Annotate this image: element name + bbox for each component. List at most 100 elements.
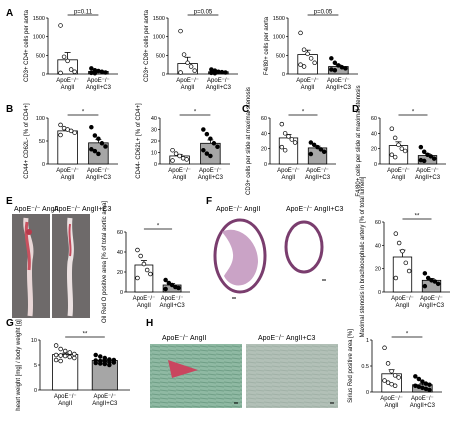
data-point-c [308,140,314,145]
data-point-b2 [177,153,182,159]
y-tick-label-a2: 1000 [153,35,165,41]
data-point-d [392,135,398,141]
y-axis-label-a3: F4/80+ cells per aorta [264,16,270,75]
data-point-c [308,151,314,157]
significance-label-c: * [302,110,305,116]
data-point-g [72,355,77,361]
panel-letter-e: E [6,196,13,207]
group-label-b1: ApoE⁻/⁻ [87,168,110,174]
y-tick-label-a3: 1500 [273,16,285,22]
y-tick-label-g: 10 [31,338,37,344]
y-tick-label-c: 60 [261,116,267,122]
y-tick-label-b2: 0 [154,162,157,168]
data-point-a1 [103,70,108,75]
data-point-b2 [173,151,179,156]
data-point-b1 [58,132,63,138]
data-point-g [93,360,98,366]
significance-label-g: ** [83,332,88,338]
panel-letter-f: F [206,196,212,207]
data-point-a3 [301,64,307,69]
data-point-d [399,146,405,151]
data-point-a3 [332,68,338,73]
chart-e: 0 20 40 60 Oil Red O positive area [% of tot… [102,201,190,323]
data-point-e [141,261,147,267]
e-image-label-angii: ApoE⁻/⁻ AngII [14,206,58,213]
data-point-g [67,354,72,360]
aorta-photo-angii [12,214,50,318]
data-point-e [144,267,150,273]
y-tick-label-e: 60 [117,230,123,236]
data-point-a3 [308,56,314,61]
data-point-g [98,354,103,359]
data-point-b1 [99,141,105,146]
data-point-g [58,358,63,364]
data-point-c [279,121,285,127]
y-tick-label-b1: 0 [42,162,45,168]
y-tick-label-a2: 0 [162,72,165,78]
data-point-b2 [215,144,220,150]
data-point-a3 [329,67,334,72]
data-point-b1 [96,136,101,141]
significance-label-e: * [157,224,160,230]
data-point-g [58,353,63,358]
group-label-a1: ApoE⁻/⁻ [56,78,79,84]
data-point-g [58,346,63,352]
y-tick-label-b2: 10 [151,151,157,157]
data-point-b2 [170,147,175,153]
data-point-g [62,353,68,359]
data-point-e [163,286,168,292]
data-point-e [135,275,140,281]
y-axis-label-f: Maximal stenosis in brachiocephalic arte… [360,176,366,337]
data-point-c [279,144,285,150]
data-point-f [393,275,399,281]
data-point-c [282,131,288,136]
data-point-h [392,383,398,389]
y-tick-label-d: 60 [371,116,377,122]
data-point-a3 [332,60,338,66]
group-label-g: AngII+C3 [92,401,118,407]
y-tick-label-a3: 0 [282,72,285,78]
data-point-b1 [72,130,77,135]
data-point-h [382,378,387,383]
data-point-g [72,351,77,357]
bar-f-angii [392,256,413,293]
y-tick-label-g: 5 [34,363,37,369]
data-point-a3 [301,47,307,52]
chart-b2: 0 10 20 30 40 CD44- CD62L+ [% of CD4+] ApoE⁻/⁻… [136,103,230,181]
data-point-b2 [201,127,206,132]
data-point-h [427,382,432,387]
data-point-g [93,352,98,358]
data-point-b2 [184,157,189,162]
data-point-h [382,345,387,351]
group-label-d: ApoE⁻/⁻ [416,168,439,174]
data-point-a2 [185,60,190,66]
group-label-c: ApoE⁻/⁻ [306,168,329,174]
data-point-a1 [89,66,94,71]
group-label-e: ApoE⁻/⁻ [161,296,184,302]
aorta-photo-angii-c3 [52,214,90,318]
data-point-a1 [92,71,98,76]
y-tick-label-d: 0 [374,162,377,168]
data-point-f [406,268,412,274]
y-tick-label-f: 40 [375,243,381,249]
panel-letter-a: A [6,8,13,19]
data-point-f [432,279,438,284]
group-label-a3: AngII [301,85,315,91]
group-label-a3: AngII+C3 [326,85,352,91]
data-point-a3 [336,63,341,68]
data-point-a2 [212,71,218,76]
data-point-b1 [103,144,108,149]
data-point-g [62,348,68,354]
y-tick-label-a3: 1000 [273,35,285,41]
histology-angii [150,344,242,408]
data-point-h [385,361,391,366]
panel-letter-h: H [146,318,153,329]
data-point-f [393,231,399,236]
panel-letter-d: D [352,104,359,115]
y-tick-label-f: 60 [375,220,381,226]
group-label-b2: AngII+C3 [198,175,224,181]
data-point-d [421,158,427,164]
y-tick-label-e: 20 [117,270,123,276]
group-label-c: ApoE⁻/⁻ [277,168,300,174]
data-point-a2 [223,70,228,75]
